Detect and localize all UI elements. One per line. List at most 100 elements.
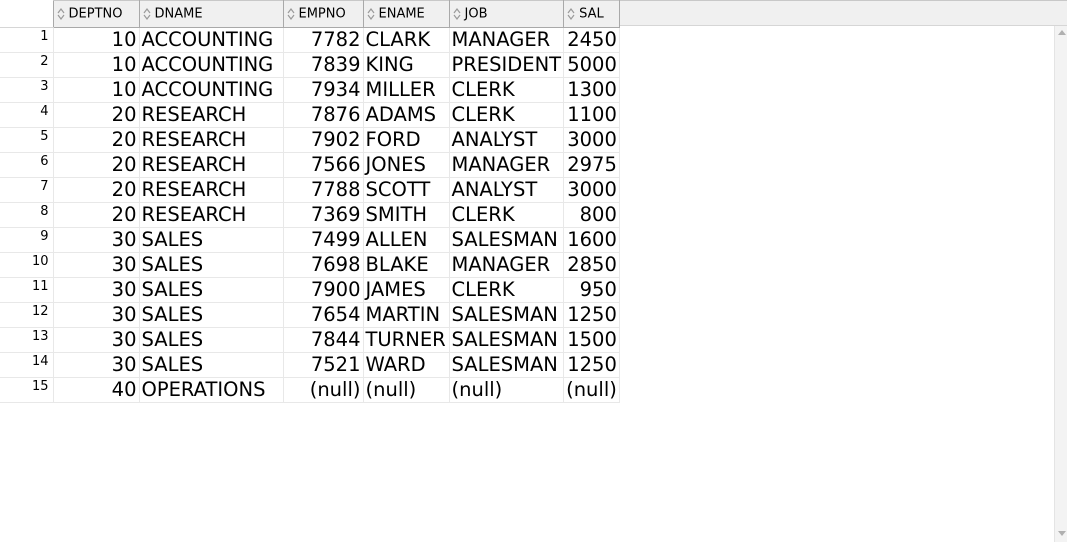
cell-ename[interactable]: SCOTT [363, 177, 450, 203]
cell-dname[interactable]: RESEARCH [139, 177, 284, 203]
cell-empno[interactable]: 7902 [283, 127, 364, 153]
cell-sal[interactable]: 1250 [563, 302, 620, 328]
table-row[interactable]: 4 20 RESEARCH 7876 ADAMS CLERK 1100 [0, 102, 620, 128]
cell-deptno[interactable]: 30 [53, 227, 140, 253]
sort-updown-icon[interactable] [566, 6, 576, 22]
column-header-ename[interactable]: ENAME [362, 0, 450, 28]
cell-empno[interactable]: 7369 [283, 202, 364, 228]
cell-deptno[interactable]: 20 [53, 177, 140, 203]
cell-sal[interactable]: 950 [563, 277, 620, 303]
sort-updown-icon[interactable] [56, 6, 66, 22]
cell-job[interactable]: (null) [449, 377, 565, 403]
sort-updown-icon[interactable] [452, 6, 462, 22]
cell-ename[interactable]: JONES [363, 152, 450, 178]
table-row[interactable]: 7 20 RESEARCH 7788 SCOTT ANALYST 3000 [0, 177, 620, 203]
cell-deptno[interactable]: 30 [53, 302, 140, 328]
cell-dname[interactable]: RESEARCH [139, 152, 284, 178]
cell-empno[interactable]: (null) [283, 377, 364, 403]
cell-empno[interactable]: 7566 [283, 152, 364, 178]
cell-deptno[interactable]: 20 [53, 152, 140, 178]
row-number[interactable]: 4 [0, 102, 54, 128]
cell-deptno[interactable]: 10 [53, 27, 140, 53]
table-row[interactable]: 12 30 SALES 7654 MARTIN SALESMAN 1250 [0, 302, 620, 328]
table-row[interactable]: 11 30 SALES 7900 JAMES CLERK 950 [0, 277, 620, 303]
cell-ename[interactable]: WARD [363, 352, 450, 378]
row-number[interactable]: 14 [0, 352, 54, 378]
row-number[interactable]: 7 [0, 177, 54, 203]
cell-dname[interactable]: SALES [139, 252, 284, 278]
cell-ename[interactable]: BLAKE [363, 252, 450, 278]
cell-dname[interactable]: RESEARCH [139, 202, 284, 228]
cell-ename[interactable]: KING [363, 52, 450, 78]
cell-empno[interactable]: 7788 [283, 177, 364, 203]
sort-updown-icon[interactable] [286, 6, 296, 22]
row-number[interactable]: 5 [0, 127, 54, 153]
cell-dname[interactable]: SALES [139, 352, 284, 378]
cell-sal[interactable]: 2975 [563, 152, 620, 178]
cell-job[interactable]: SALESMAN [449, 227, 565, 253]
table-row[interactable]: 13 30 SALES 7844 TURNER SALESMAN 1500 [0, 327, 620, 353]
cell-dname[interactable]: OPERATIONS [139, 377, 284, 403]
cell-deptno[interactable]: 10 [53, 77, 140, 103]
cell-sal[interactable]: (null) [563, 377, 620, 403]
row-number[interactable]: 12 [0, 302, 54, 328]
cell-job[interactable]: SALESMAN [449, 327, 565, 353]
row-number[interactable]: 13 [0, 327, 54, 353]
table-row[interactable]: 9 30 SALES 7499 ALLEN SALESMAN 1600 [0, 227, 620, 253]
table-row[interactable]: 3 10 ACCOUNTING 7934 MILLER CLERK 1300 [0, 77, 620, 103]
column-header-job[interactable]: JOB [448, 0, 565, 28]
cell-empno[interactable]: 7876 [283, 102, 364, 128]
cell-sal[interactable]: 3000 [563, 177, 620, 203]
cell-deptno[interactable]: 20 [53, 127, 140, 153]
row-number[interactable]: 6 [0, 152, 54, 178]
cell-empno[interactable]: 7839 [283, 52, 364, 78]
cell-dname[interactable]: ACCOUNTING [139, 27, 284, 53]
cell-ename[interactable]: SMITH [363, 202, 450, 228]
cell-ename[interactable]: JAMES [363, 277, 450, 303]
cell-empno[interactable]: 7934 [283, 77, 364, 103]
cell-deptno[interactable]: 30 [53, 252, 140, 278]
row-number[interactable]: 15 [0, 377, 54, 403]
cell-job[interactable]: CLERK [449, 102, 565, 128]
cell-job[interactable]: CLERK [449, 77, 565, 103]
cell-sal[interactable]: 3000 [563, 127, 620, 153]
cell-ename[interactable]: MARTIN [363, 302, 450, 328]
cell-job[interactable]: ANALYST [449, 177, 565, 203]
cell-sal[interactable]: 2450 [563, 27, 620, 53]
cell-dname[interactable]: SALES [139, 327, 284, 353]
sort-updown-icon[interactable] [366, 6, 376, 22]
cell-sal[interactable]: 1100 [563, 102, 620, 128]
cell-job[interactable]: SALESMAN [449, 302, 565, 328]
column-header-deptno[interactable]: DEPTNO [52, 0, 140, 28]
row-number[interactable]: 3 [0, 77, 54, 103]
sort-updown-icon[interactable] [142, 6, 152, 22]
cell-deptno[interactable]: 30 [53, 327, 140, 353]
scroll-down-arrow-icon[interactable] [1058, 531, 1066, 536]
cell-job[interactable]: CLERK [449, 202, 565, 228]
cell-sal[interactable]: 2850 [563, 252, 620, 278]
table-row[interactable]: 8 20 RESEARCH 7369 SMITH CLERK 800 [0, 202, 620, 228]
column-header-sal[interactable]: SAL [563, 0, 620, 28]
cell-job[interactable]: SALESMAN [449, 352, 565, 378]
cell-job[interactable]: PRESIDENT [449, 52, 565, 78]
cell-job[interactable]: MANAGER [449, 252, 565, 278]
cell-empno[interactable]: 7782 [283, 27, 364, 53]
column-header-empno[interactable]: EMPNO [282, 0, 364, 28]
cell-deptno[interactable]: 40 [53, 377, 140, 403]
table-row[interactable]: 15 40 OPERATIONS (null) (null) (null) (null) [0, 377, 620, 403]
cell-deptno[interactable]: 30 [53, 277, 140, 303]
row-number[interactable]: 8 [0, 202, 54, 228]
table-row[interactable]: 1 10 ACCOUNTING 7782 CLARK MANAGER 2450 [0, 27, 620, 53]
row-number[interactable]: 2 [0, 52, 54, 78]
cell-ename[interactable]: MILLER [363, 77, 450, 103]
cell-sal[interactable]: 1500 [563, 327, 620, 353]
cell-sal[interactable]: 1250 [563, 352, 620, 378]
row-number[interactable]: 10 [0, 252, 54, 278]
cell-empno[interactable]: 7654 [283, 302, 364, 328]
cell-dname[interactable]: RESEARCH [139, 127, 284, 153]
cell-deptno[interactable]: 20 [53, 102, 140, 128]
cell-ename[interactable]: (null) [363, 377, 450, 403]
scroll-up-arrow-icon[interactable] [1058, 30, 1066, 35]
cell-ename[interactable]: CLARK [363, 27, 450, 53]
cell-ename[interactable]: FORD [363, 127, 450, 153]
